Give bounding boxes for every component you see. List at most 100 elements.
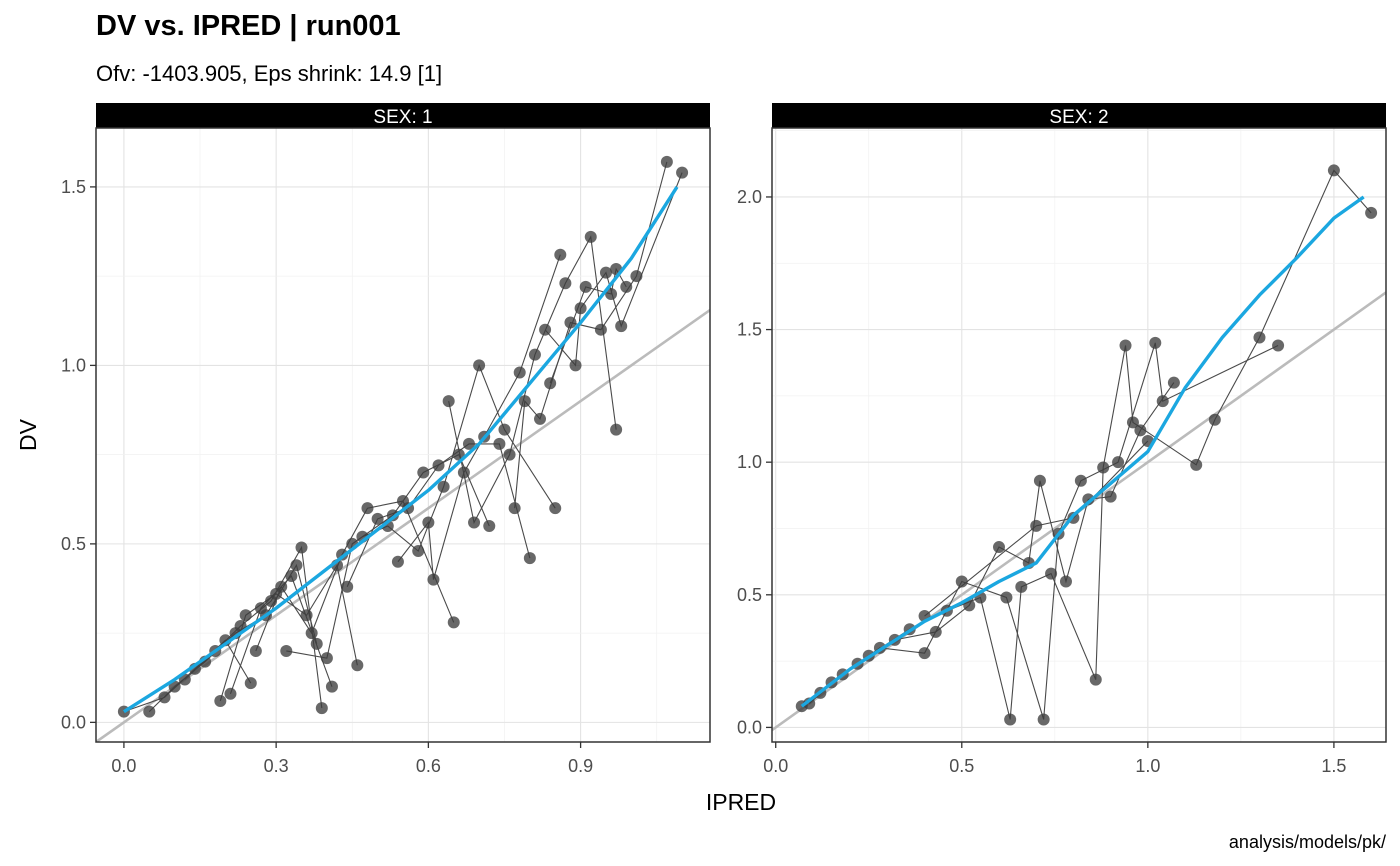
strip-label-sex-1: SEX: 1	[373, 107, 432, 128]
data-point	[1119, 339, 1132, 352]
data-point	[1126, 416, 1139, 429]
id-lines-sex-1	[123, 161, 683, 713]
data-point	[1030, 519, 1043, 532]
grid-sex-2	[772, 128, 1386, 742]
panel-sex-1: SEX: 1 0.0 0.3 0.6 0.9 0.0 0.5 1.0 1.5	[61, 103, 711, 776]
x-axis-sex-1: 0.0 0.3 0.6 0.9	[111, 742, 593, 776]
data-point	[310, 637, 323, 650]
individual-line	[544, 172, 683, 367]
data-point	[412, 545, 425, 558]
y-axis-sex-1: 0.0 0.5 1.0 1.5	[61, 177, 96, 732]
data-point	[1156, 395, 1169, 408]
data-point	[569, 359, 582, 372]
data-point	[1089, 673, 1102, 686]
data-point	[285, 570, 298, 583]
data-point	[544, 377, 557, 390]
y-axis-title: DV	[15, 418, 41, 451]
data-point	[391, 555, 404, 568]
data-point	[214, 694, 227, 707]
data-point	[305, 627, 318, 640]
individual-line	[286, 453, 490, 659]
data-point	[244, 677, 257, 690]
data-point	[457, 466, 470, 479]
y-tick-label: 1.0	[61, 355, 86, 375]
data-point	[320, 652, 333, 665]
panel-border-sex-2	[771, 127, 1387, 743]
x-axis-title: IPRED	[706, 789, 776, 815]
data-point	[1082, 493, 1095, 506]
data-point	[315, 702, 328, 715]
data-point	[564, 316, 577, 329]
panel-sex-2: SEX: 2 0.0 0.5 1.0 1.5 0.0 0.5 1.0 1.5 2.0	[737, 103, 1387, 776]
data-point	[955, 575, 968, 588]
data-point	[1253, 331, 1266, 344]
data-point	[559, 277, 572, 290]
data-point	[1097, 461, 1110, 474]
data-point	[599, 266, 612, 279]
data-point	[929, 625, 942, 638]
data-point	[1134, 424, 1147, 437]
data-point	[992, 541, 1005, 554]
x-axis-sex-2: 0.0 0.5 1.0 1.5	[763, 742, 1346, 776]
data-point	[462, 437, 475, 450]
data-point	[295, 541, 308, 554]
data-point	[224, 687, 237, 700]
data-point	[605, 287, 618, 300]
data-point	[351, 659, 364, 672]
data-point	[249, 644, 262, 657]
data-point	[1033, 474, 1046, 487]
data-point	[275, 580, 288, 593]
id-lines-sex-2	[801, 169, 1372, 720]
data-point	[280, 644, 293, 657]
data-point	[1365, 206, 1378, 219]
y-tick-label: 0.0	[737, 717, 762, 737]
y-tick-label: 1.5	[737, 320, 762, 340]
data-point	[620, 280, 633, 293]
data-point	[493, 437, 506, 450]
y-tick-label: 1.0	[737, 452, 762, 472]
smooth-line-sex-2	[800, 195, 1365, 708]
data-point	[918, 647, 931, 660]
data-point	[1104, 490, 1117, 503]
data-point	[1327, 164, 1340, 177]
data-point	[325, 680, 338, 693]
data-point	[432, 459, 445, 472]
data-point	[534, 412, 547, 425]
chart-title: DV vs. IPRED | run001	[96, 10, 401, 42]
data-point	[1112, 456, 1125, 469]
smooth-line-sex-1	[122, 185, 679, 714]
data-point	[422, 516, 435, 529]
data-point	[1059, 575, 1072, 588]
x-tick-label: 1.5	[1321, 756, 1346, 776]
data-point	[513, 366, 526, 379]
data-point	[468, 516, 481, 529]
data-point	[579, 280, 592, 293]
data-point	[518, 395, 531, 408]
y-axis-sex-2: 0.0 0.5 1.0 1.5 2.0	[737, 187, 772, 737]
data-point	[660, 155, 673, 168]
strip-sex-2	[772, 103, 1386, 128]
data-point	[549, 502, 562, 515]
data-point	[594, 323, 607, 336]
data-point	[1004, 713, 1017, 726]
x-tick-label: 0.6	[416, 756, 441, 776]
data-point	[1037, 713, 1050, 726]
data-point	[290, 559, 303, 572]
grid-sex-1	[96, 128, 710, 742]
data-point	[483, 520, 496, 533]
data-point	[442, 395, 455, 408]
x-tick-label: 0.0	[111, 756, 136, 776]
data-point	[1000, 591, 1013, 604]
individual-line	[820, 382, 1175, 694]
data-point	[1190, 458, 1203, 471]
x-tick-label: 1.0	[1135, 756, 1160, 776]
x-tick-label: 0.0	[763, 756, 788, 776]
individual-line	[514, 161, 668, 509]
data-point	[523, 552, 536, 565]
smooth-line	[800, 195, 1365, 708]
data-point	[584, 230, 597, 243]
individual-line	[924, 440, 1149, 617]
strip-label-sex-2: SEX: 2	[1049, 107, 1108, 128]
data-point	[158, 691, 171, 704]
